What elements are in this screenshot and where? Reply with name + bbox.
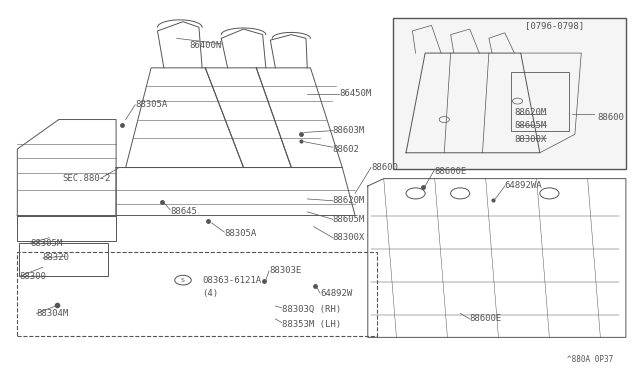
Text: SEC.880-2: SEC.880-2 [62, 174, 110, 183]
Text: 88602: 88602 [333, 145, 360, 154]
Text: 86400N: 86400N [189, 41, 221, 50]
Text: 88600E: 88600E [470, 314, 502, 323]
Text: 88620M: 88620M [515, 108, 547, 117]
Text: 88305M: 88305M [30, 239, 62, 248]
Text: 88600E: 88600E [435, 167, 467, 176]
Text: 88605M: 88605M [515, 121, 547, 129]
Text: 08363-6121A: 08363-6121A [202, 276, 261, 285]
Text: S: S [181, 278, 185, 283]
Bar [394, 18, 626, 169]
Text: ^880A 0P37: ^880A 0P37 [567, 355, 613, 364]
Text: 88645: 88645 [170, 207, 197, 217]
Text: 88300X: 88300X [515, 135, 547, 144]
Text: 64892WA: 64892WA [505, 182, 543, 190]
Text: 88620M: 88620M [333, 196, 365, 205]
Text: 86450M: 86450M [339, 89, 371, 98]
Text: 88303E: 88303E [269, 266, 301, 275]
Text: 64892W: 64892W [320, 289, 352, 298]
Text: 88304M: 88304M [36, 309, 68, 318]
Text: (4): (4) [202, 289, 218, 298]
Text: 88300X: 88300X [333, 233, 365, 242]
Text: 88305A: 88305A [225, 230, 257, 238]
Text: 88605M: 88605M [333, 215, 365, 224]
Text: 88320: 88320 [43, 253, 70, 263]
Bar [511, 71, 568, 131]
Text: 88603M: 88603M [333, 126, 365, 135]
Text: 88305A: 88305A [135, 100, 168, 109]
Text: 88600: 88600 [597, 113, 624, 122]
Bar [19, 243, 108, 276]
Text: 88353M (LH): 88353M (LH) [282, 320, 341, 329]
Text: 88300: 88300 [19, 272, 46, 281]
Text: [0796-0798]: [0796-0798] [525, 21, 584, 30]
Bar [17, 253, 378, 336]
Text: 88303Q (RH): 88303Q (RH) [282, 305, 341, 314]
Text: 88600: 88600 [371, 163, 398, 172]
